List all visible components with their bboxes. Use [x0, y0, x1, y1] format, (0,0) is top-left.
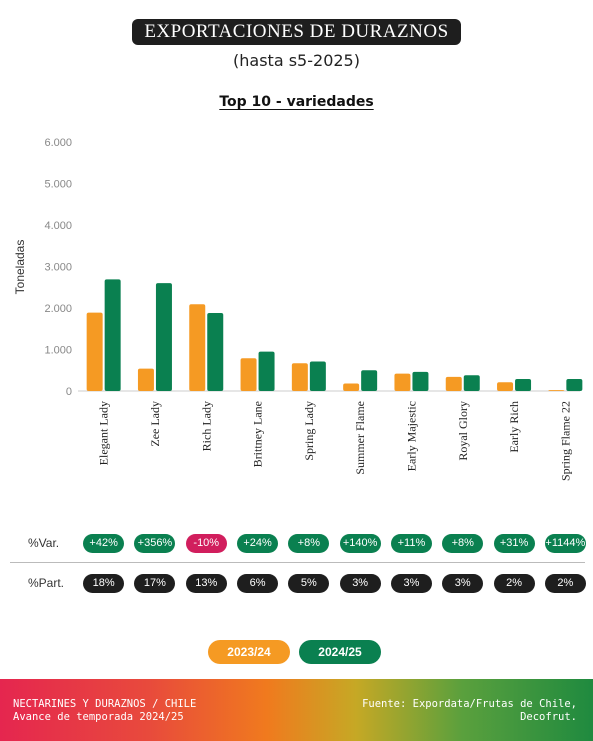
- part-badge: 18%: [83, 574, 125, 593]
- x-tick-label: Zee Lady: [148, 401, 162, 447]
- y-axis-label: Toneladas: [13, 240, 27, 295]
- bar-2024-25: [463, 375, 480, 391]
- bar-2023-24: [343, 383, 360, 391]
- var-badge: +31%: [493, 534, 535, 553]
- part-row-label: %Part.: [28, 576, 65, 590]
- footer-right-line2: Decofrut.: [520, 711, 577, 723]
- footer-left-line1: NECTARINES Y DURAZNOS / CHILE: [13, 698, 197, 710]
- footer-left-line2: Avance de temporada 2024/25: [13, 711, 184, 723]
- bar-2023-24: [497, 382, 514, 391]
- x-tick-label: Spring Flame 22: [558, 401, 572, 481]
- part-badge: 6%: [237, 574, 279, 593]
- var-badge: +8%: [288, 534, 330, 553]
- x-tick-label: Early Rich: [507, 401, 521, 453]
- bar-2024-25: [309, 361, 326, 391]
- bar-2024-25: [258, 351, 275, 391]
- var-badge: +24%: [237, 534, 279, 553]
- footer-banner: NECTARINES Y DURAZNOS / CHILE Avance de …: [0, 679, 593, 741]
- part-badge: 5%: [288, 574, 330, 593]
- x-tick-label: Summer Flame: [353, 401, 367, 475]
- bar-2024-25: [361, 370, 378, 391]
- table-divider: [10, 562, 585, 563]
- bar-2023-24: [394, 373, 411, 391]
- bar-2023-24: [548, 390, 565, 391]
- x-tick-label: Early Majestic: [404, 401, 418, 471]
- bar-2024-25: [412, 371, 429, 391]
- footer-right-line1: Fuente: Expordata/Frutas de Chile,: [362, 698, 577, 710]
- part-badge: 2%: [544, 574, 586, 593]
- x-tick-label: Rich Lady: [199, 401, 213, 451]
- bar-chart: Toneladas 0 1.000 2.000 3.000 4.000 5.000 6.000…: [13, 137, 583, 481]
- bar-2023-24: [137, 368, 154, 391]
- y-tick-label: 2.000: [44, 303, 72, 315]
- y-tick-label: 5.000: [44, 179, 72, 191]
- bar-2024-25: [515, 378, 532, 391]
- part-badge: 3%: [442, 574, 484, 593]
- var-badge: +11%: [390, 534, 432, 553]
- var-badge: +42%: [83, 534, 125, 553]
- part-badge: 3%: [390, 574, 432, 593]
- var-badge: +356%: [134, 534, 176, 553]
- x-tick-label: Brittney Lane: [251, 401, 265, 467]
- bar-2024-25: [104, 279, 121, 391]
- bar-2023-24: [189, 304, 206, 391]
- var-badge: +1144%: [544, 534, 586, 553]
- bar-2023-24: [291, 363, 308, 391]
- var-badge: +8%: [442, 534, 484, 553]
- x-tick-label: Royal Glory: [456, 401, 470, 461]
- part-badge: 3%: [339, 574, 381, 593]
- footer-left: NECTARINES Y DURAZNOS / CHILE Avance de …: [13, 698, 196, 724]
- part-badge: 13%: [185, 574, 227, 593]
- x-tick-label: Spring Lady: [302, 401, 316, 461]
- y-tick-label: 6.000: [44, 137, 72, 149]
- footer-right: Fuente: Expordata/Frutas de Chile, Decof…: [362, 698, 577, 724]
- y-tick-label: 3.000: [44, 262, 72, 274]
- y-tick-label: 4.000: [44, 220, 72, 232]
- y-tick-label: 0: [66, 386, 72, 398]
- legend-item-2023-24: 2023/24: [208, 640, 290, 664]
- var-row-label: %Var.: [28, 536, 60, 550]
- chart-title: Top 10 - variedades: [219, 94, 374, 110]
- page-subtitle: (hasta s5-2025): [233, 51, 360, 70]
- y-tick-label: 1.000: [44, 345, 72, 357]
- x-tick-label: Elegant Lady: [97, 401, 111, 465]
- part-badge: 2%: [493, 574, 535, 593]
- var-badge: -10%: [185, 534, 227, 553]
- page-title: EXPORTACIONES DE DURAZNOS: [132, 19, 461, 45]
- bar-2024-25: [155, 283, 172, 391]
- bar-2024-25: [566, 378, 583, 391]
- bar-2024-25: [207, 312, 224, 391]
- bar-2023-24: [240, 358, 257, 391]
- var-badge: +140%: [339, 534, 381, 553]
- bar-2023-24: [86, 312, 103, 391]
- chart-title-container: Top 10 - variedades: [0, 94, 593, 110]
- part-badge: 17%: [134, 574, 176, 593]
- bar-2023-24: [445, 376, 462, 391]
- legend-item-2024-25: 2024/25: [299, 640, 381, 664]
- title-container: EXPORTACIONES DE DURAZNOS: [0, 19, 593, 45]
